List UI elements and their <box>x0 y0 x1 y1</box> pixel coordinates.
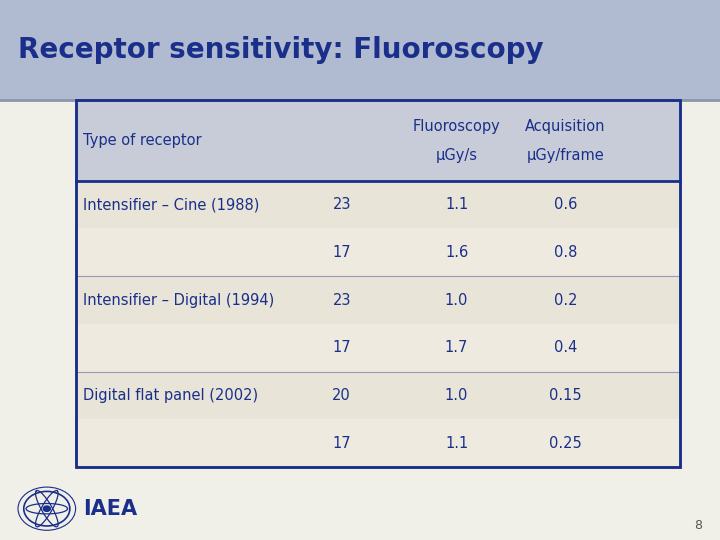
Text: 23: 23 <box>333 197 351 212</box>
Bar <box>0 100 720 540</box>
Text: Fluoroscopy: Fluoroscopy <box>413 119 500 134</box>
Text: 0.4: 0.4 <box>554 340 577 355</box>
Text: 1.1: 1.1 <box>445 436 468 451</box>
Text: Acquisition: Acquisition <box>525 119 606 134</box>
Text: 0.25: 0.25 <box>549 436 582 451</box>
Text: Digital flat panel (2002): Digital flat panel (2002) <box>83 388 258 403</box>
Text: Receptor sensitivity: Fluoroscopy: Receptor sensitivity: Fluoroscopy <box>18 36 544 64</box>
Text: 1.7: 1.7 <box>445 340 468 355</box>
Text: μGy/frame: μGy/frame <box>526 148 604 163</box>
Circle shape <box>43 506 50 511</box>
Text: IAEA: IAEA <box>83 498 137 519</box>
Bar <box>76 100 680 181</box>
Bar <box>0 0 720 100</box>
Bar <box>76 181 680 228</box>
Text: 0.8: 0.8 <box>554 245 577 260</box>
Text: 17: 17 <box>333 436 351 451</box>
Bar <box>76 276 680 324</box>
Text: 23: 23 <box>333 293 351 307</box>
Text: 1.0: 1.0 <box>445 388 468 403</box>
Text: Intensifier – Digital (1994): Intensifier – Digital (1994) <box>83 293 274 307</box>
Text: 0.2: 0.2 <box>554 293 577 307</box>
Text: 0.15: 0.15 <box>549 388 582 403</box>
Text: Type of receptor: Type of receptor <box>83 133 202 148</box>
Text: μGy/s: μGy/s <box>436 148 477 163</box>
Text: 17: 17 <box>333 340 351 355</box>
Bar <box>76 324 680 372</box>
Text: Intensifier – Cine (1988): Intensifier – Cine (1988) <box>83 197 259 212</box>
Text: 1.6: 1.6 <box>445 245 468 260</box>
Bar <box>76 100 680 467</box>
Text: 8: 8 <box>694 519 702 532</box>
Text: 1.1: 1.1 <box>445 197 468 212</box>
Bar <box>76 228 680 276</box>
Bar <box>76 100 680 467</box>
Text: 17: 17 <box>333 245 351 260</box>
Text: 1.0: 1.0 <box>445 293 468 307</box>
Text: 20: 20 <box>333 388 351 403</box>
Bar <box>76 420 680 467</box>
Text: 0.6: 0.6 <box>554 197 577 212</box>
Bar <box>76 372 680 420</box>
